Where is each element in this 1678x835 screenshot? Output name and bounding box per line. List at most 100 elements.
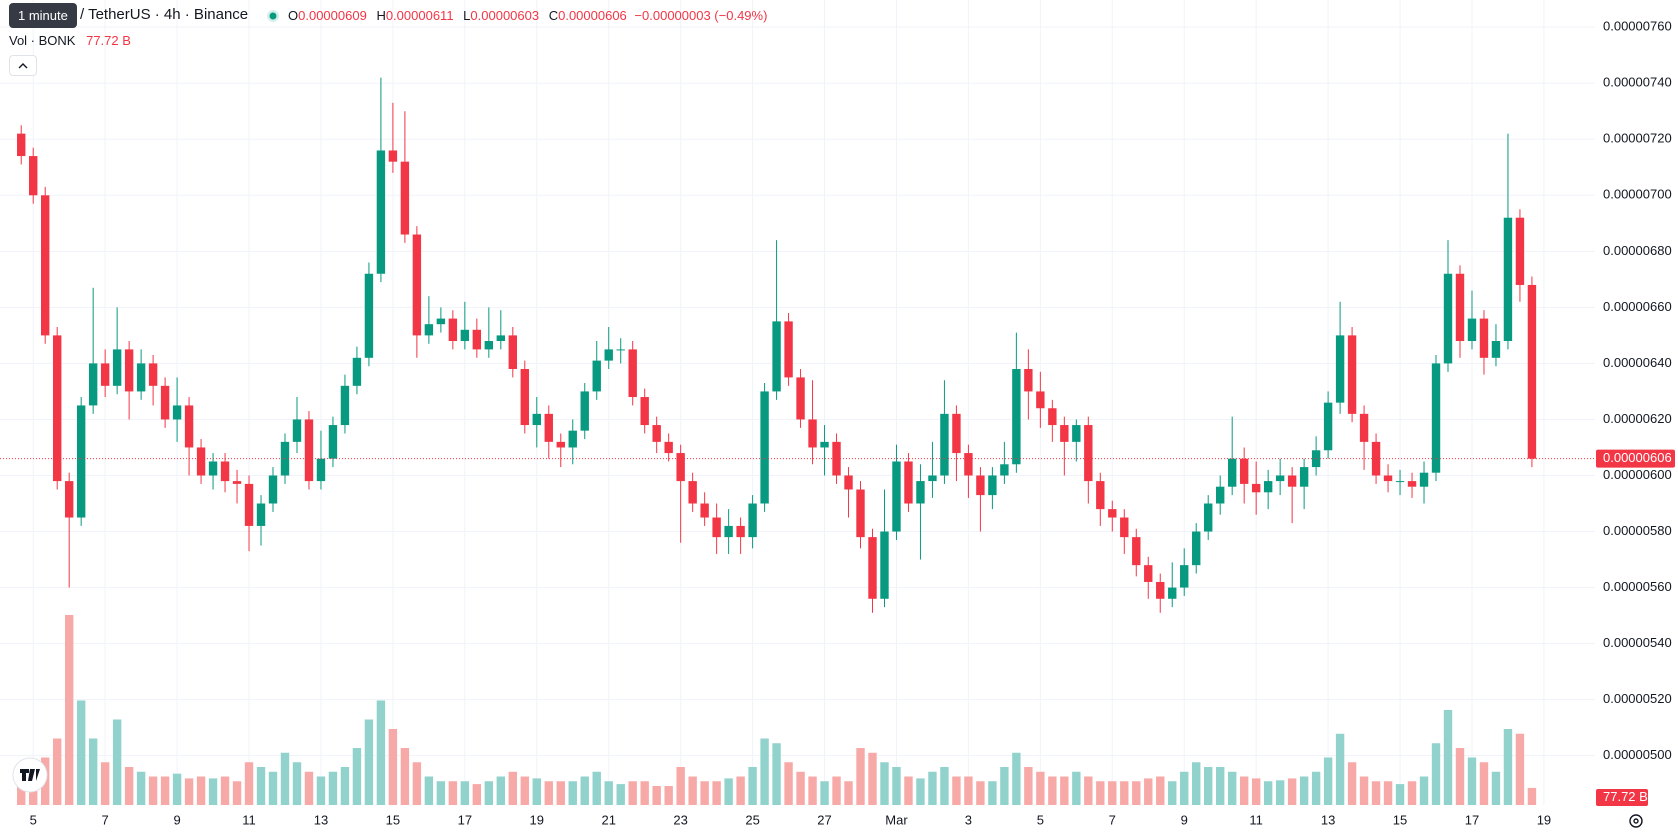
- candle-body: [448, 318, 458, 341]
- x-tick-label: 9: [173, 812, 180, 827]
- candle-body: [964, 453, 973, 476]
- volume-bar: [1467, 757, 1477, 805]
- candle-body: [1527, 284, 1537, 459]
- x-tick-label: 11: [1249, 812, 1263, 827]
- candle-body: [256, 503, 266, 526]
- y-tick-label: 0.00000520: [1603, 691, 1672, 706]
- volume-bar: [628, 781, 637, 805]
- volume-bar: [1108, 781, 1117, 805]
- candle-body: [640, 397, 649, 426]
- volume-bar: [1156, 776, 1165, 805]
- volume-bar: [1515, 733, 1525, 805]
- candle-body: [316, 458, 326, 482]
- y-tick-label: 0.00000500: [1603, 747, 1672, 762]
- candle-body: [280, 441, 290, 476]
- x-tick-label: 19: [530, 812, 544, 827]
- high-value: 0.00000611: [385, 8, 454, 23]
- volume-bar: [868, 752, 877, 805]
- volume-bar: [616, 784, 625, 805]
- candle-body: [1515, 217, 1525, 285]
- volume-bar: [664, 786, 673, 805]
- symbol-title[interactable]: / TetherUS · 4h · Binance: [80, 6, 249, 23]
- volume-bar: [472, 784, 482, 805]
- candle-body: [136, 363, 146, 392]
- candle-body: [220, 461, 230, 482]
- volume-bar: [280, 752, 290, 805]
- volume-bar: [1335, 733, 1345, 805]
- candle-body: [856, 489, 865, 538]
- candle-body: [412, 234, 422, 336]
- volume-bar: [232, 781, 242, 805]
- volume-bar: [328, 771, 338, 805]
- volume-bar: [196, 776, 206, 805]
- candle-body: [388, 150, 398, 162]
- candle-body: [364, 273, 374, 358]
- volume-bar: [412, 762, 422, 805]
- volume-bar: [136, 771, 146, 805]
- volume-bar: [1216, 767, 1225, 805]
- close-value: 0.00000606: [558, 8, 627, 23]
- candle-body: [880, 531, 889, 599]
- candle-body: [1108, 509, 1117, 518]
- volume-bar: [1084, 776, 1093, 805]
- candle-body: [1275, 475, 1285, 482]
- volume-bar: [520, 776, 529, 805]
- y-tick-label: 0.00000640: [1603, 355, 1672, 370]
- volume-bar: [340, 767, 350, 805]
- volume-bar: [1503, 729, 1513, 805]
- volume-bar: [1096, 781, 1105, 805]
- candle-body: [1455, 273, 1465, 341]
- candle-body: [1060, 425, 1069, 442]
- volume-bar: [1144, 778, 1153, 805]
- candle-body: [1239, 458, 1249, 484]
- candle-body: [832, 441, 841, 476]
- candle-body: [1000, 464, 1009, 476]
- last-price-badge: [1596, 449, 1675, 468]
- candle-body: [820, 441, 829, 448]
- candle-body: [1024, 369, 1033, 392]
- collapse-button[interactable]: [9, 55, 37, 76]
- volume-badge-label: 77.72 B: [1603, 789, 1648, 804]
- candle-body: [1144, 565, 1153, 582]
- volume-bar: [1407, 781, 1417, 805]
- volume-bar: [880, 762, 889, 805]
- candle-body: [64, 481, 74, 518]
- x-tick-label: 21: [601, 812, 615, 827]
- candle-body: [148, 363, 158, 386]
- volume-bar: [76, 700, 86, 805]
- y-tick-label: 0.00000620: [1603, 411, 1672, 426]
- volume-bar: [352, 748, 362, 805]
- volume-bar: [1419, 776, 1429, 805]
- x-tick-label: 15: [386, 812, 400, 827]
- volume-bar: [304, 771, 314, 805]
- candle-body: [808, 419, 817, 448]
- candle-body: [1072, 425, 1081, 442]
- volume-bar: [544, 781, 553, 805]
- grid: [0, 0, 1595, 805]
- volume-bar: [460, 781, 470, 805]
- settings-ring: [1629, 814, 1643, 828]
- candle-body: [1419, 472, 1429, 487]
- volume-bar: [952, 776, 961, 805]
- candle-body: [1084, 425, 1093, 482]
- volume-bar: [1287, 778, 1297, 805]
- y-tick-label: 0.00000560: [1603, 579, 1672, 594]
- caret-path: [18, 63, 28, 69]
- volume-bar: [784, 762, 793, 805]
- y-tick-label: 0.00000580: [1603, 523, 1672, 538]
- volume-bar: [688, 776, 697, 805]
- candle-body: [892, 461, 901, 532]
- candle-body: [496, 335, 506, 341]
- candle-body: [868, 537, 877, 599]
- candle-body: [340, 385, 350, 426]
- volume-bar: [1168, 781, 1177, 805]
- candle-body: [760, 391, 769, 504]
- y-tick-label: 0.00000600: [1603, 467, 1672, 482]
- volume-bar: [268, 771, 278, 805]
- candle-body: [736, 525, 745, 538]
- y-tick-label: 0.00000720: [1603, 131, 1672, 146]
- volume-bar: [916, 778, 925, 805]
- candle-body: [940, 413, 949, 476]
- candle-body: [232, 481, 242, 484]
- settings-icon[interactable]: [1629, 814, 1643, 828]
